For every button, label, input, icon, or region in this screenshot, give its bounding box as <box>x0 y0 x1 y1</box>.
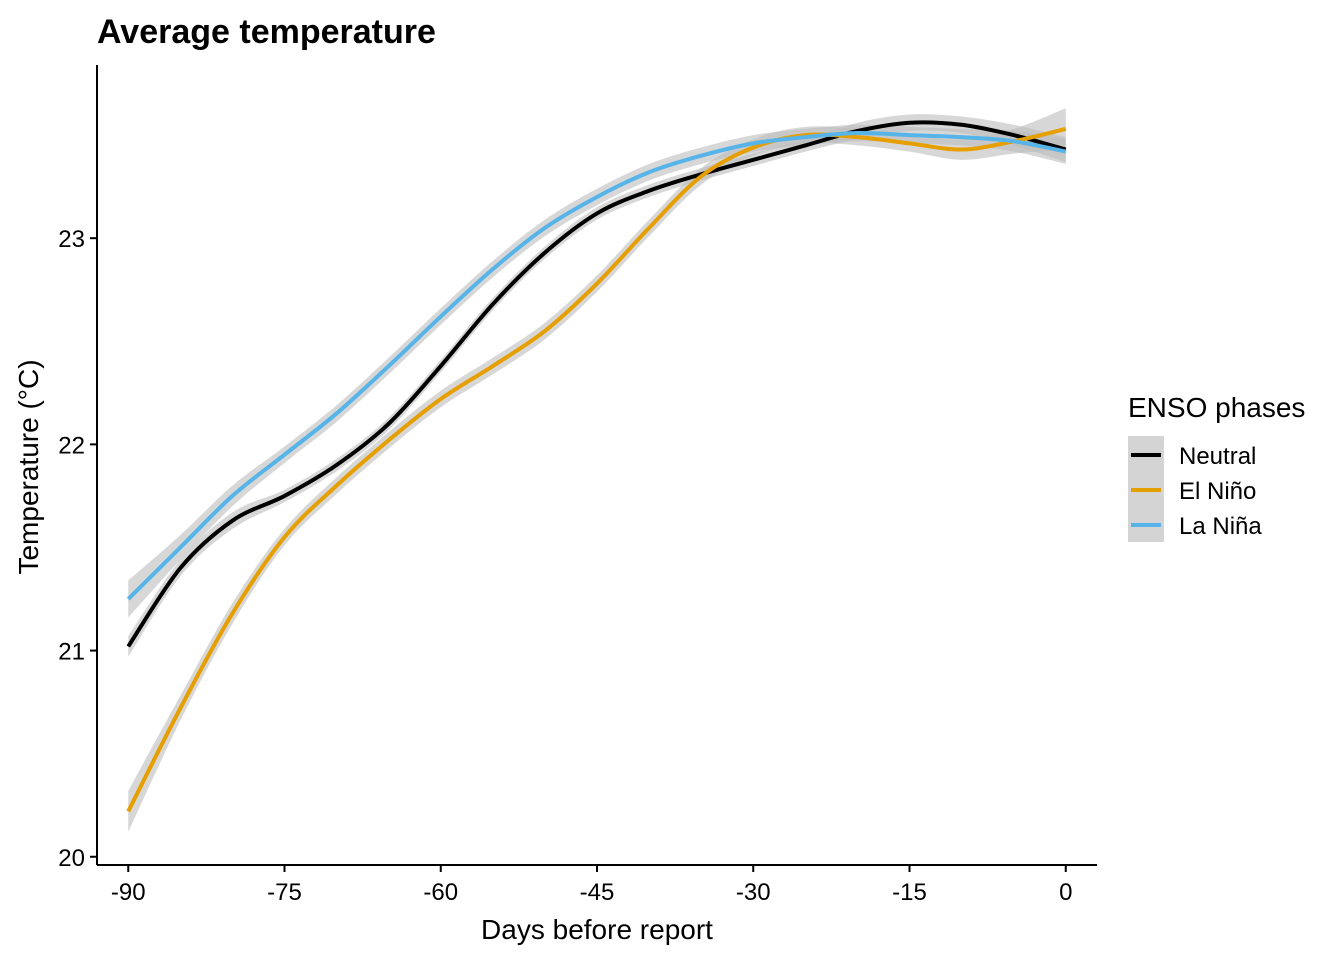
x-tick-label: -90 <box>111 879 146 906</box>
legend-title: ENSO phases <box>1128 392 1305 423</box>
x-tick-label: 0 <box>1059 879 1072 906</box>
x-tick-label: -60 <box>423 879 458 906</box>
legend-label-la-nina: La Niña <box>1179 513 1262 540</box>
series-line-el-nino <box>126 126 1067 813</box>
x-tick-label: -45 <box>580 879 615 906</box>
y-axis-title: Temperature (°C) <box>13 359 44 574</box>
chart-title: Average temperature <box>97 13 436 51</box>
x-axis-ticks: -90 -75 -60 -45 -30 -15 0 <box>111 865 1072 906</box>
x-tick-label: -30 <box>736 879 771 906</box>
legend-label-el-nino: El Niño <box>1179 478 1256 505</box>
x-tick-label: -15 <box>892 879 927 906</box>
confidence-bands <box>128 108 1066 833</box>
y-tick-label: 23 <box>58 226 85 253</box>
series-line-neutral <box>126 120 1067 648</box>
y-axis-ticks: 20 21 22 23 <box>58 226 97 872</box>
y-tick-label: 20 <box>58 845 85 872</box>
legend-label-neutral: Neutral <box>1179 443 1256 470</box>
series-line-la-nina <box>126 131 1067 601</box>
x-axis-title: Days before report <box>481 914 713 945</box>
x-tick-label: -75 <box>267 879 302 906</box>
y-tick-label: 21 <box>58 639 85 666</box>
legend: ENSO phases Neutral El Niño La Niña <box>1128 392 1305 542</box>
y-tick-label: 22 <box>58 432 85 459</box>
series-lines <box>126 120 1067 813</box>
